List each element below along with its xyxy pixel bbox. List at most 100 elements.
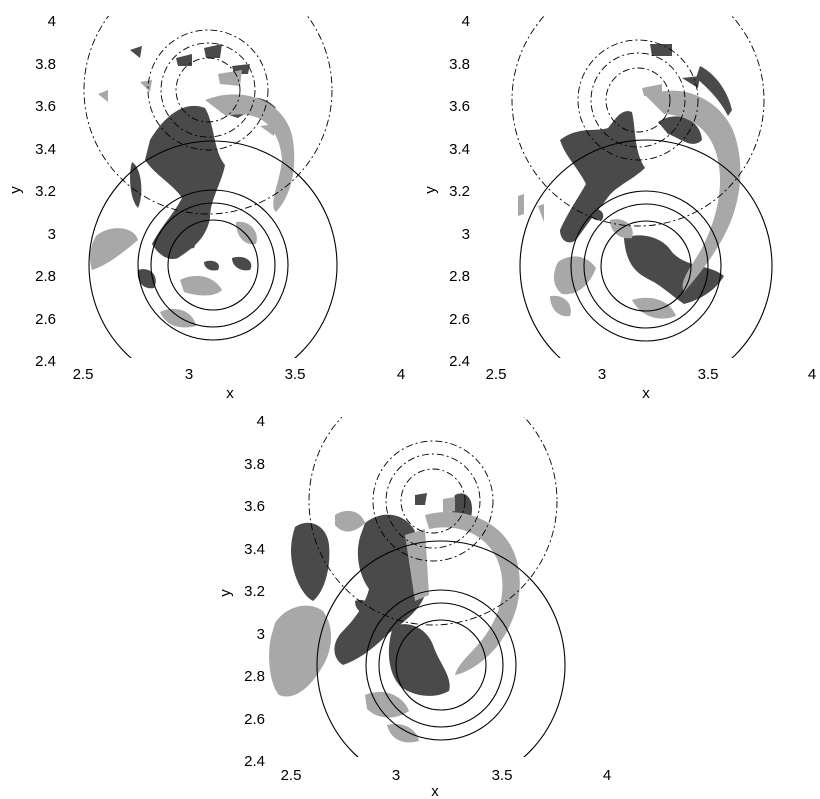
dark-blob [232, 256, 252, 271]
lower-circle [600, 220, 692, 312]
y-tick-label: 4 [48, 13, 56, 30]
y-tick-label: 3 [462, 226, 470, 243]
axes-clip-mask [410, 358, 820, 402]
x-tick-label: 3 [598, 366, 606, 383]
upper-circle [385, 453, 481, 549]
y-tick-label: 3.8 [35, 56, 56, 73]
axes-clip-mask [410, 0, 820, 16]
dark-blob [682, 76, 700, 88]
contour-panel-2: 2.4 2.6 2.8 3 3.2 3.4 3.6 3.8 4 2.5 3 3.… [410, 0, 820, 402]
upper-circle [590, 52, 686, 148]
dark-blob [560, 111, 645, 243]
x-axis-label: x [431, 783, 439, 799]
dark-blob [130, 46, 142, 58]
lower-circle [365, 589, 517, 741]
dark-blob [658, 116, 702, 144]
dark-blob [176, 54, 192, 66]
axes-clip-mask [205, 757, 625, 799]
x-tick-label: 2.5 [486, 366, 507, 383]
y-tick-label: 2.8 [244, 668, 265, 685]
lower-circle [378, 602, 504, 728]
y-tick-label: 3.2 [449, 183, 470, 200]
y-axis-label: y [217, 589, 234, 597]
light-blob [260, 124, 276, 136]
lower-circle [570, 190, 722, 342]
light-blob [160, 308, 196, 328]
light-blob [98, 90, 108, 102]
y-tick-label: 3.4 [449, 141, 470, 158]
contour-panel-3: 2.4 2.6 2.8 3 3.2 3.4 3.6 3.8 4 2.5 3 3.… [205, 405, 625, 799]
x-tick-label: 3.5 [492, 767, 513, 784]
y-tick-label: 2.8 [35, 268, 56, 285]
upper-circle [160, 42, 256, 138]
dark-blob [291, 522, 330, 601]
light-blob [218, 70, 242, 86]
light-blob [180, 275, 222, 296]
dark-blob [624, 235, 724, 304]
contour-panel-1: 2.4 2.6 2.8 3 3.2 3.4 3.6 3.8 4 2.5 3 3.… [0, 0, 420, 402]
lower-circle [150, 202, 276, 328]
light-blob [335, 510, 365, 532]
upper-circle [511, 0, 765, 227]
x-tick-label: 3.5 [698, 366, 719, 383]
y-tick-label: 2.4 [35, 353, 56, 370]
light-blob [425, 512, 520, 675]
light-blob [205, 94, 295, 212]
y-tick-label: 4 [462, 13, 470, 30]
y-tick-label: 3.6 [244, 498, 265, 515]
dark-blob [388, 624, 450, 696]
x-tick-labels: 2.5 3 3.5 4 [73, 366, 406, 383]
light-blob [269, 605, 332, 697]
y-tick-label: 3.8 [244, 456, 265, 473]
y-tick-label: 3.2 [244, 583, 265, 600]
upper-circle [577, 39, 699, 161]
upper-circles [83, 0, 333, 215]
y-tick-label: 2.6 [35, 311, 56, 328]
lower-circle [583, 203, 709, 329]
x-axis-label: x [226, 385, 234, 402]
upper-circle [308, 405, 558, 626]
x-tick-label: 4 [397, 366, 405, 383]
light-blob [443, 497, 455, 513]
lower-circle [137, 189, 289, 341]
y-tick-label: 3.4 [244, 541, 265, 558]
light-blob [642, 84, 662, 96]
axes-clip-mask [0, 0, 420, 16]
upper-circle [147, 29, 269, 151]
y-tick-label: 3.6 [449, 98, 470, 115]
light-blob-group [89, 70, 295, 328]
y-tick-label: 3.4 [35, 141, 56, 158]
upper-circle [400, 468, 466, 534]
dark-blob [204, 260, 220, 271]
dark-blob [650, 44, 672, 56]
y-tick-label: 2.4 [244, 753, 265, 770]
light-blob [365, 691, 409, 718]
light-blob [518, 194, 524, 216]
x-tick-labels: 2.5 3 3.5 4 [486, 366, 817, 383]
x-tick-label: 2.5 [73, 366, 94, 383]
x-tick-label: 4 [603, 767, 611, 784]
y-tick-label: 2.8 [449, 268, 470, 285]
x-tick-label: 3 [392, 767, 400, 784]
y-tick-label: 2.6 [449, 311, 470, 328]
x-tick-labels: 2.5 3 3.5 4 [281, 767, 612, 784]
y-tick-label: 2.4 [449, 353, 470, 370]
y-tick-label: 2.6 [244, 711, 265, 728]
light-blob [89, 228, 138, 270]
y-axis-label: y [422, 186, 439, 194]
dark-blob [355, 599, 371, 614]
light-blob [236, 221, 257, 245]
dark-blob [415, 493, 427, 505]
x-tick-label: 2.5 [281, 767, 302, 784]
upper-circle [605, 67, 671, 133]
y-tick-labels: 2.4 2.6 2.8 3 3.2 3.4 3.6 3.8 4 [449, 13, 470, 370]
light-blob [405, 529, 429, 601]
light-blob [538, 204, 544, 222]
axes-clip-mask [205, 405, 625, 417]
y-tick-label: 3 [48, 226, 56, 243]
upper-circle [175, 57, 241, 123]
x-tick-label: 3.5 [285, 366, 306, 383]
upper-circle [372, 440, 494, 562]
lower-circle [167, 219, 259, 311]
y-tick-label: 3 [257, 626, 265, 643]
